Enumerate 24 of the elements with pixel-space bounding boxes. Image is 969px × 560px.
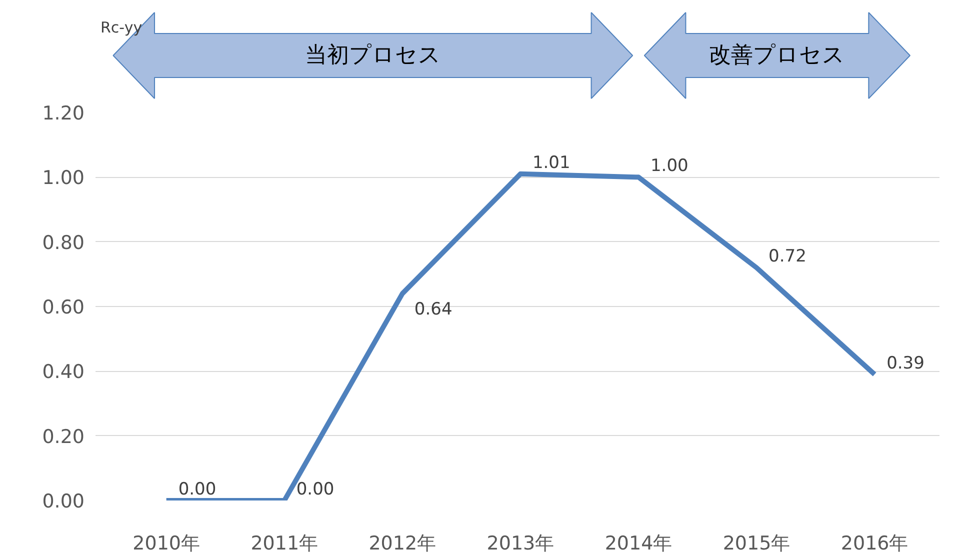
text: 0.64 xyxy=(414,300,452,320)
text: 0.00 xyxy=(296,480,334,500)
text: 1.00 xyxy=(650,156,688,176)
y-tick-label: 0.40 xyxy=(42,361,85,384)
text: 0.39 xyxy=(886,353,924,374)
x-tick-label: 2012年 xyxy=(368,532,436,554)
x-tick-label: 2011年 xyxy=(250,532,318,554)
y-tick-label: 0.00 xyxy=(42,490,85,512)
y-tick-label: 1.00 xyxy=(42,167,85,190)
text: 0.00 xyxy=(178,480,216,500)
text: 0.72 xyxy=(768,246,806,267)
x-tick-label: 2013年 xyxy=(486,532,554,554)
text: 1.01 xyxy=(532,152,570,173)
text: 当初プロセス xyxy=(304,43,441,68)
x-tick-label: 2014年 xyxy=(604,532,672,554)
y-tick-label: 1.20 xyxy=(42,102,85,124)
y-tick-label: 0.60 xyxy=(42,296,85,318)
x-tick-label: 2015年 xyxy=(722,532,790,554)
y-tick-label: 0.20 xyxy=(42,426,85,448)
x-tick-label: 2010年 xyxy=(132,532,200,554)
x-tick-label: 2016年 xyxy=(840,532,908,554)
text: 改善プロセス xyxy=(709,43,846,68)
text: Rc-yy xyxy=(100,18,142,36)
y-tick-label: 0.80 xyxy=(42,232,85,254)
